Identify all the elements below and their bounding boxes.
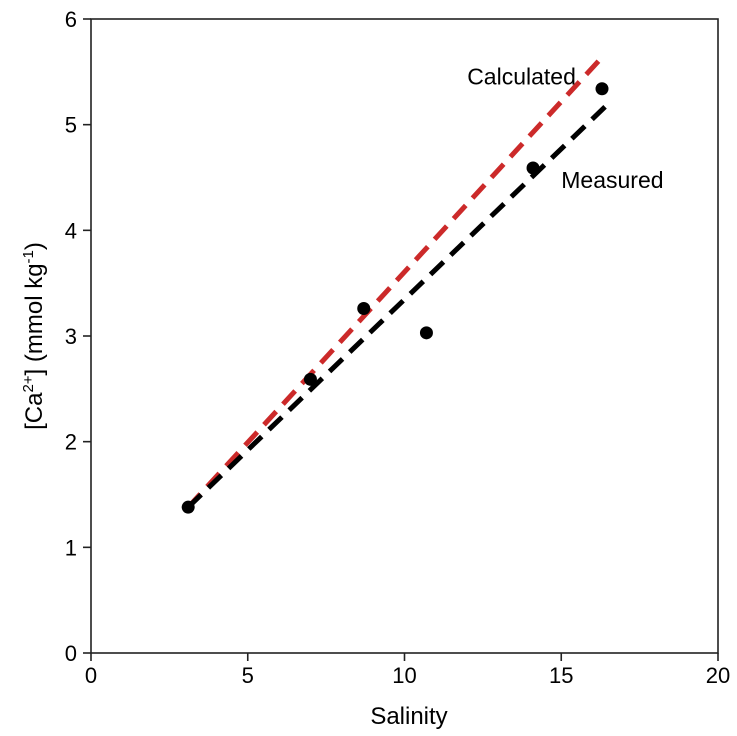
series-line-calculated (186, 52, 607, 509)
x-tick-label: 5 (242, 663, 254, 688)
plot-frame (90, 18, 719, 654)
y-tick-label: 3 (65, 324, 77, 349)
data-point (526, 161, 540, 175)
data-points (181, 82, 609, 514)
y-tick-label: 6 (65, 7, 77, 32)
y-axis-title: [Ca2+] (mmol kg-1) (20, 242, 48, 430)
annotation-label: Calculated (467, 64, 576, 90)
data-point (419, 326, 433, 340)
x-tick-label: 10 (392, 663, 416, 688)
x-tick-label: 0 (85, 663, 97, 688)
y-tick-label: 2 (65, 430, 77, 455)
data-point (357, 302, 371, 316)
y-tick-label: 1 (65, 535, 77, 560)
data-point (595, 82, 609, 96)
y-tick-label: 4 (65, 218, 77, 243)
y-tick-label: 5 (65, 113, 77, 138)
y-axis: 0 1 2 3 4 5 6 (65, 7, 91, 666)
annotation-label: Measured (561, 167, 663, 193)
series-line-measured (186, 104, 607, 509)
x-axis-title: Salinity (370, 703, 447, 730)
y-tick-label: 0 (65, 641, 77, 666)
x-tick-label: 15 (549, 663, 573, 688)
annotations: Calculated Measured (467, 64, 663, 194)
x-axis: 0 5 10 15 20 (85, 653, 730, 688)
series-lines (186, 52, 607, 509)
data-point (181, 500, 195, 514)
x-tick-label: 20 (706, 663, 730, 688)
data-point (303, 372, 317, 386)
